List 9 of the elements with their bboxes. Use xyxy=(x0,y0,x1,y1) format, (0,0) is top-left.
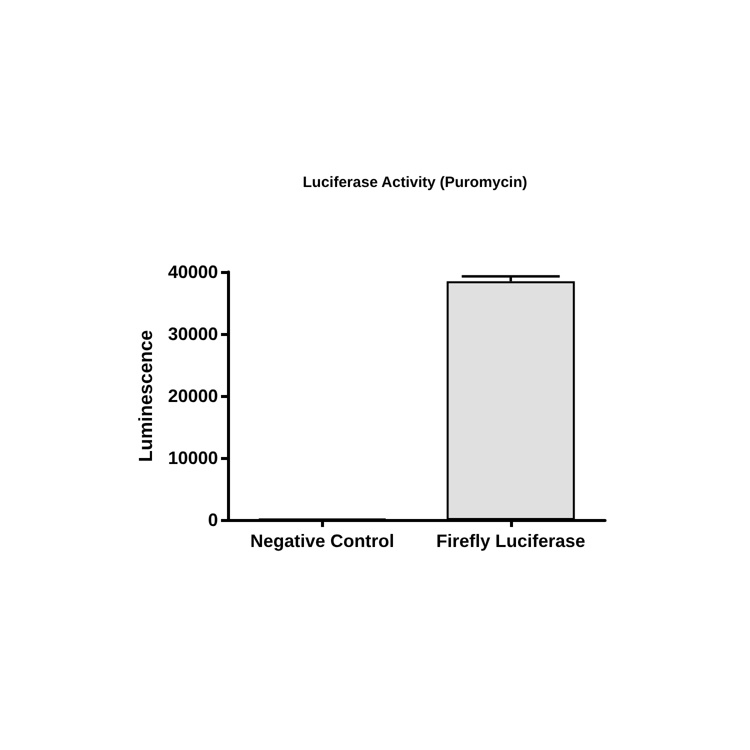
y-tick-label: 20000 xyxy=(168,386,218,406)
chart-title: Luciferase Activity (Puromycin) xyxy=(302,174,528,191)
y-axis-title: Luminescence xyxy=(136,330,157,462)
y-tick-label: 0 xyxy=(208,510,218,530)
x-tick-label: Negative Control xyxy=(250,531,394,551)
x-tick-label: Firefly Luciferase xyxy=(436,531,586,551)
y-tick-label: 40000 xyxy=(168,262,218,282)
y-tick-label: 30000 xyxy=(168,324,218,344)
y-tick-label: 10000 xyxy=(168,448,218,468)
